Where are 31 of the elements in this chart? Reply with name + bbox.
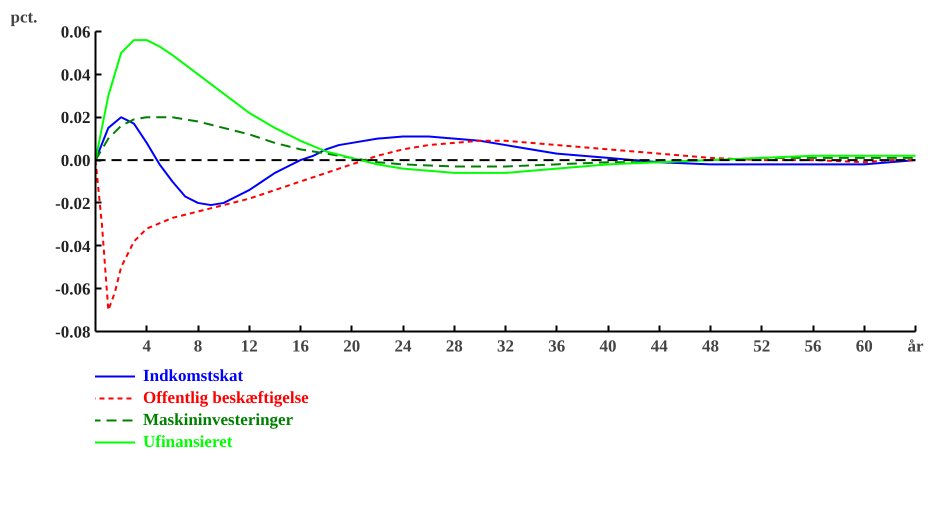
x-tick-label: 8 <box>194 336 202 356</box>
x-tick-label: 4 <box>142 336 152 356</box>
x-tick-label: 60 <box>856 336 873 356</box>
line-series <box>96 39 916 174</box>
x-tick-label: 12 <box>240 336 258 356</box>
y-tick-label: -0.06 <box>55 280 91 299</box>
x-tick-label: 28 <box>446 336 463 356</box>
x-tick-label: 24 <box>394 336 412 356</box>
x-tick-label: 44 <box>650 336 668 356</box>
x-tick-label: 20 <box>343 336 360 356</box>
y-tick-label: 0.00 <box>60 151 90 170</box>
y-tick-label: -0.04 <box>55 236 91 256</box>
y-tick-label: 0.06 <box>60 22 90 42</box>
x-tick-label: 52 <box>753 336 770 356</box>
x-tick-label: år <box>907 336 924 356</box>
y-tick-label: 0.02 <box>60 108 90 128</box>
line-series <box>96 116 916 206</box>
x-tick-label: 40 <box>600 336 616 356</box>
y-tick-label: -0.02 <box>55 194 91 213</box>
x-tick-label: 48 <box>702 336 719 356</box>
y-tick-label: -0.08 <box>55 322 91 342</box>
legend-label: Ufinansieret <box>143 432 232 452</box>
y-axis-title: pct. <box>10 8 38 26</box>
legend-label: Indkomstskat <box>143 366 244 386</box>
legend-label: Offentlig beskæftigelse <box>143 388 309 408</box>
x-tick-label: 56 <box>804 336 822 356</box>
x-tick-label: 16 <box>292 336 309 356</box>
y-tick-label: 0.04 <box>60 65 91 84</box>
x-tick-label: 36 <box>548 336 566 356</box>
legend-label: Maskininvesteringer <box>143 410 294 430</box>
x-tick-label: 32 <box>497 336 514 356</box>
